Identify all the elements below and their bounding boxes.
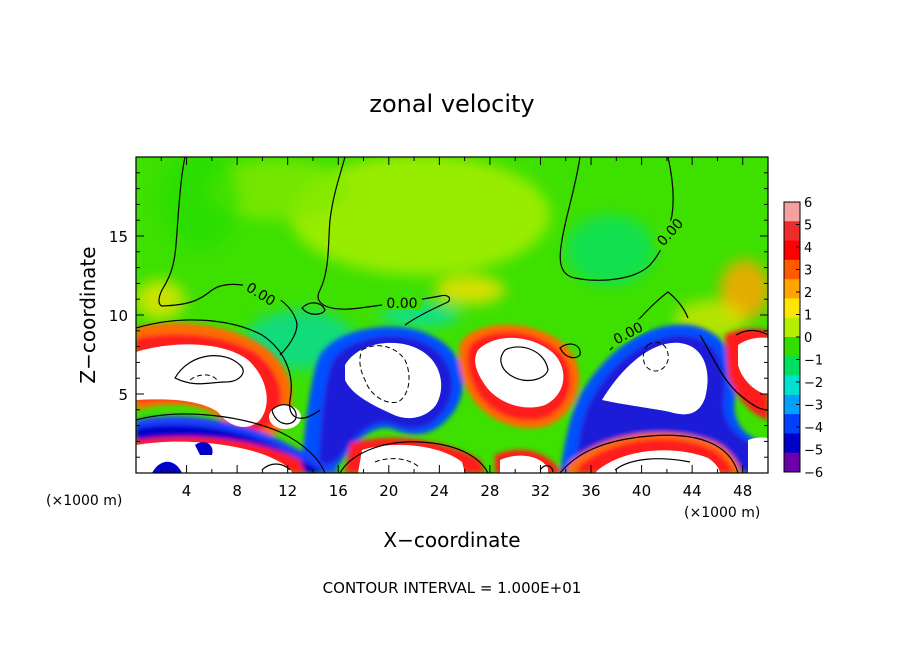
chart-title: zonal velocity	[369, 90, 534, 118]
plot-area	[136, 157, 768, 473]
colorbar-swatch	[784, 337, 800, 357]
y-tick-label: 10	[109, 307, 128, 325]
y-axis: 5 10 15	[109, 172, 768, 458]
x-tick-label: 36	[581, 482, 600, 500]
x-tick-label: 20	[379, 482, 398, 500]
colorbar-label: −1	[804, 354, 823, 369]
x-axis-label: X−coordinate	[383, 528, 520, 552]
zero-contour-left	[158, 157, 298, 356]
negative-contours	[189, 341, 669, 469]
colorbar-swatch	[784, 433, 800, 454]
contour-lines	[136, 157, 768, 473]
x-tick-label: 44	[683, 482, 702, 500]
colorbar-swatch	[784, 414, 800, 434]
zero-contour-right	[559, 157, 674, 281]
y-axis-label: Z−coordinate	[76, 246, 100, 383]
colorbar-swatch	[784, 375, 800, 396]
saturated-regions	[136, 337, 768, 473]
colorbar-swatch	[784, 240, 800, 261]
contour-interval-note: CONTOUR INTERVAL = 1.000E+01	[323, 579, 582, 597]
x-tick-label: 12	[278, 482, 297, 500]
colorbar-label: 1	[804, 309, 812, 324]
contour-label: 0.00	[386, 296, 417, 312]
colorbar-label: −5	[804, 444, 823, 459]
colorbar-label: 3	[804, 264, 812, 279]
x-tick-label: 40	[632, 482, 651, 500]
x-tick-label: 48	[733, 482, 752, 500]
x-tick-label: 28	[480, 482, 499, 500]
colorbar-label: −4	[804, 421, 823, 436]
x-tick-label: 8	[232, 482, 242, 500]
x-tick-label: 4	[182, 482, 192, 500]
colorbar-label: 5	[804, 219, 812, 234]
y-tick-label: 15	[109, 228, 128, 246]
x-tick-label: 24	[430, 482, 449, 500]
colorbar-swatch	[784, 394, 800, 415]
x-tick-label: 16	[329, 482, 348, 500]
colorbar-label: 0	[804, 331, 812, 346]
colorbar-swatch	[784, 317, 800, 338]
colorbar-swatch	[784, 221, 800, 242]
x-unit-right: (×1000 m)	[684, 505, 760, 521]
colorbar-label: 4	[804, 241, 812, 256]
colorbar-label: −3	[804, 399, 823, 414]
y-tick-label: 5	[118, 386, 128, 404]
colorbar-label: −2	[804, 376, 823, 391]
x-tick-label: 32	[531, 482, 550, 500]
colorbar: 6 5 4 3 2 1 0 −1 −2 −3 −4 −5 −6	[783, 196, 823, 481]
x-axis: 4 8 12 16 20 24 28 32 36 40 44 48	[160, 157, 752, 500]
colorbar-label: 2	[804, 286, 812, 301]
colorbar-label: −6	[804, 466, 823, 481]
colorbar-swatch	[784, 356, 800, 377]
x-unit-left: (×1000 m)	[46, 493, 122, 509]
colorbar-swatch	[784, 298, 800, 319]
colorbar-swatch	[784, 452, 800, 473]
colorbar-swatch	[784, 279, 800, 299]
colorbar-swatch	[784, 202, 800, 222]
colorbar-label: 6	[804, 196, 812, 211]
zero-contour-center	[317, 157, 451, 326]
colorbar-swatch	[784, 259, 800, 280]
